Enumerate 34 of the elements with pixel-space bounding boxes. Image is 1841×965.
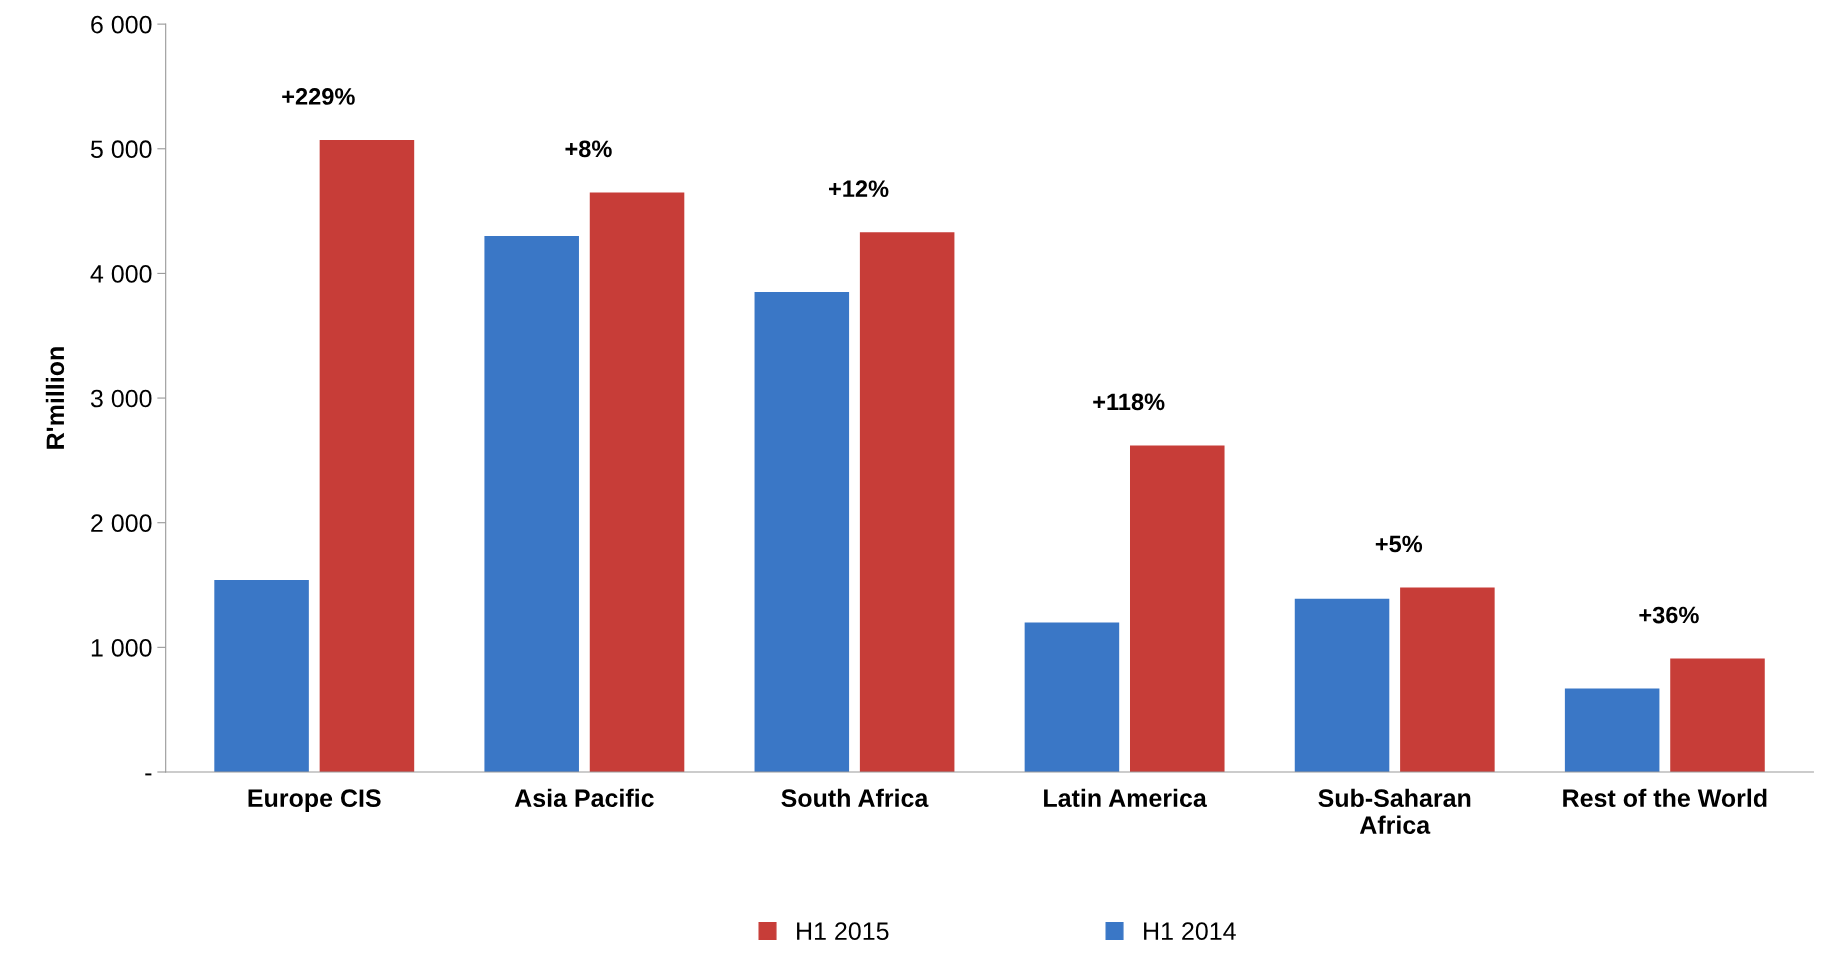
legend-label: H1 2015 (797, 922, 889, 940)
bar (859, 232, 955, 772)
y-axis-title: R'million (45, 347, 65, 449)
annotation: +36% (1639, 606, 1699, 624)
y-tick-label: 4 000 (90, 265, 152, 283)
bar (484, 236, 579, 772)
annotation: +12% (829, 180, 889, 198)
x-tick-label: South Africa (781, 788, 929, 808)
bar (589, 192, 685, 772)
x-tick-label: Europe CIS (248, 789, 381, 812)
y-tick-label: - (145, 773, 152, 776)
y-tick-label: 3 000 (90, 389, 152, 408)
x-tick-label: Asia Pacific (514, 788, 654, 808)
y-tick-label: 6 000 (91, 15, 152, 34)
annotation: +8% (565, 140, 612, 158)
annotation: +118% (1093, 393, 1165, 411)
annotation: +5% (1375, 535, 1423, 553)
bar (214, 580, 309, 772)
bar (1024, 622, 1120, 772)
x-tick-label: Rest of the World (1563, 788, 1767, 808)
bar (1294, 598, 1390, 772)
bar (1130, 445, 1225, 772)
bar (1670, 658, 1765, 772)
annotation: +229% (282, 88, 355, 105)
bar (754, 292, 850, 772)
y-tick-label: 5 000 (90, 140, 152, 159)
legend-label: H1 2014 (1144, 922, 1236, 940)
y-tick-label: 2 000 (91, 514, 152, 533)
bar (1400, 587, 1495, 772)
x-tick-label: Sub-Saharan Africa (1318, 788, 1471, 834)
bar (319, 140, 415, 772)
bar (1564, 688, 1660, 772)
x-tick-label: Latin America (1044, 788, 1207, 808)
y-tick-label: 1 000 (91, 638, 152, 657)
